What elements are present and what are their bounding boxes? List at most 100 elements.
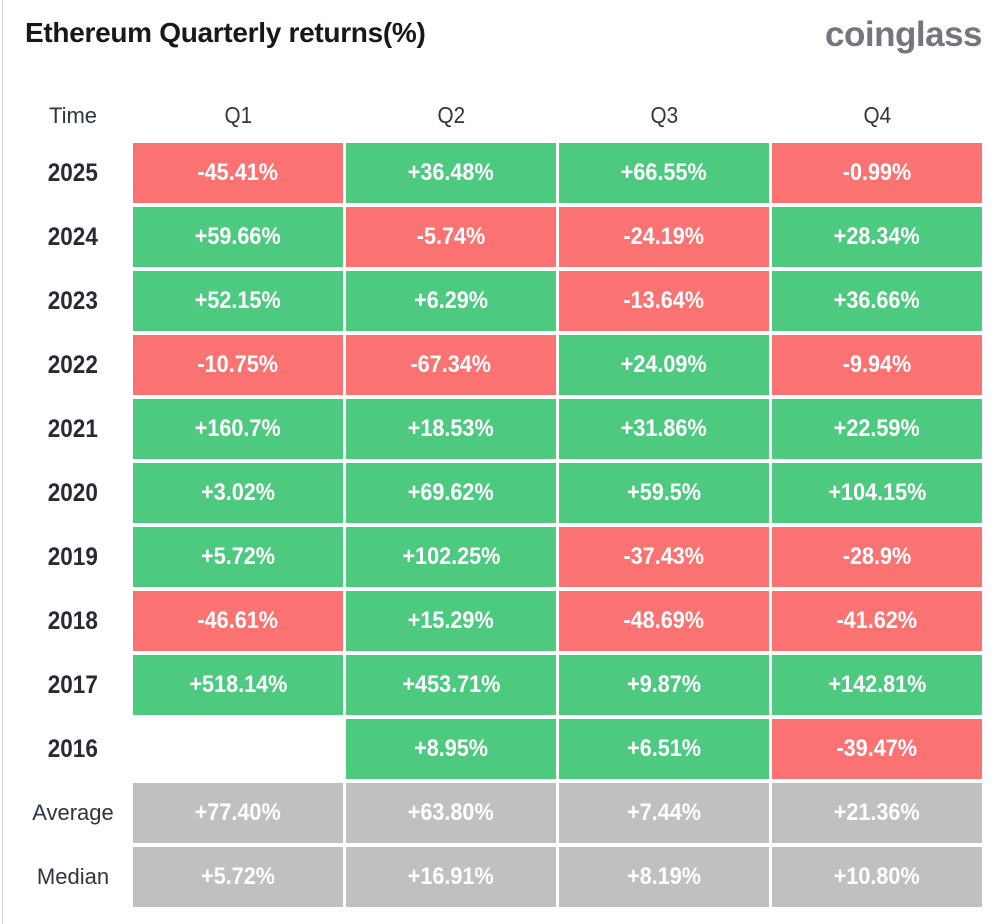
row-label-2019: 2019 — [16, 527, 130, 587]
cell-value: +36.48% — [408, 159, 494, 186]
cell-2023-q3: -13.64% — [559, 271, 769, 331]
row-label-text: 2018 — [47, 606, 99, 635]
cell-value: +24.09% — [621, 351, 707, 378]
coinglass-logo: coinglass — [825, 15, 982, 54]
cell-value: -24.19% — [623, 223, 705, 250]
cell-median-q1: +5.72% — [133, 847, 343, 907]
cell-2022-q3: +24.09% — [559, 335, 769, 395]
cell-2022-q1: -10.75% — [133, 335, 343, 395]
cell-2021-q1: +160.7% — [133, 399, 343, 459]
cell-2017-q3: +9.87% — [559, 655, 769, 715]
cell-2025-q4: -0.99% — [772, 143, 982, 203]
row-label-2021: 2021 — [16, 399, 130, 459]
col-header-q3: Q3 — [559, 92, 769, 139]
cell-2018-q3: -48.69% — [559, 591, 769, 651]
cell-2023-q1: +52.15% — [133, 271, 343, 331]
row-label-2018: 2018 — [16, 591, 130, 651]
row-label-text: 2017 — [47, 670, 99, 699]
cell-average-q1: +77.40% — [133, 783, 343, 843]
cell-value: +66.55% — [621, 159, 707, 186]
col-header-q2: Q2 — [346, 92, 556, 139]
row-label-text: 2016 — [47, 734, 99, 763]
row-label-median: Median — [16, 847, 130, 907]
cell-value: +453.71% — [402, 671, 500, 698]
cell-2020-q3: +59.5% — [559, 463, 769, 523]
cell-2018-q2: +15.29% — [346, 591, 556, 651]
cell-2021-q3: +31.86% — [559, 399, 769, 459]
cell-median-q2: +16.91% — [346, 847, 556, 907]
cell-value: +63.80% — [408, 799, 494, 826]
cell-value: -28.9% — [842, 543, 912, 570]
cell-value: -10.75% — [197, 351, 279, 378]
cell-value: -67.34% — [410, 351, 492, 378]
cell-value: +77.40% — [195, 799, 281, 826]
cell-2025-q2: +36.48% — [346, 143, 556, 203]
cell-value: -45.41% — [197, 159, 279, 186]
cell-2021-q2: +18.53% — [346, 399, 556, 459]
cell-2017-q2: +453.71% — [346, 655, 556, 715]
row-label-2024: 2024 — [16, 207, 130, 267]
cell-value: +16.91% — [408, 863, 494, 890]
cell-value: -41.62% — [836, 607, 918, 634]
cell-2020-q1: +3.02% — [133, 463, 343, 523]
cell-value: +31.86% — [621, 415, 707, 442]
cell-2025-q3: +66.55% — [559, 143, 769, 203]
cell-2023-q4: +36.66% — [772, 271, 982, 331]
cell-value: +22.59% — [834, 415, 920, 442]
cell-value: +6.51% — [627, 735, 701, 762]
cell-2018-q1: -46.61% — [133, 591, 343, 651]
cell-median-q3: +8.19% — [559, 847, 769, 907]
cell-average-q4: +21.36% — [772, 783, 982, 843]
cell-value: +10.80% — [834, 863, 920, 890]
row-label-2016: 2016 — [16, 719, 130, 779]
row-label-text: 2025 — [47, 158, 99, 187]
cell-value: -37.43% — [623, 543, 705, 570]
cell-value: -5.74% — [416, 223, 486, 250]
cell-2022-q2: -67.34% — [346, 335, 556, 395]
returns-table: Time Q1 Q2 Q3 Q4 2025 -45.41% +36.48% +66.55% -0.… — [16, 92, 982, 907]
left-edge-divider — [2, 0, 3, 924]
cell-2020-q4: +104.15% — [772, 463, 982, 523]
cell-2020-q2: +69.62% — [346, 463, 556, 523]
cell-value: +3.02% — [201, 479, 275, 506]
cell-value: +59.5% — [627, 479, 701, 506]
cell-value: +52.15% — [195, 287, 281, 314]
cell-value: -46.61% — [197, 607, 279, 634]
row-label-text: Median — [36, 864, 110, 889]
row-label-text: 2021 — [47, 414, 99, 443]
cell-value: +15.29% — [408, 607, 494, 634]
cell-value: +104.15% — [828, 479, 926, 506]
col-header-label: Q1 — [224, 102, 252, 128]
col-header-label: Q2 — [437, 102, 465, 128]
cell-value: +160.7% — [195, 415, 281, 442]
cell-value: -0.99% — [842, 159, 912, 186]
row-label-2020: 2020 — [16, 463, 130, 523]
cell-2024-q1: +59.66% — [133, 207, 343, 267]
col-header-q4: Q4 — [772, 92, 982, 139]
cell-2024-q3: -24.19% — [559, 207, 769, 267]
col-header-q1: Q1 — [133, 92, 343, 139]
cell-value: +9.87% — [627, 671, 701, 698]
cell-2019-q3: -37.43% — [559, 527, 769, 587]
cell-2016-q4: -39.47% — [772, 719, 982, 779]
cell-value: +142.81% — [828, 671, 926, 698]
widget-header: Ethereum Quarterly returns(%) coinglass — [0, 0, 1000, 76]
cell-value: +518.14% — [189, 671, 287, 698]
cell-2024-q2: -5.74% — [346, 207, 556, 267]
col-header-time: Time — [16, 92, 130, 139]
cell-2018-q4: -41.62% — [772, 591, 982, 651]
cell-2017-q4: +142.81% — [772, 655, 982, 715]
cell-value: +5.72% — [201, 863, 275, 890]
row-label-2022: 2022 — [16, 335, 130, 395]
cell-2022-q4: -9.94% — [772, 335, 982, 395]
cell-median-q4: +10.80% — [772, 847, 982, 907]
row-label-2017: 2017 — [16, 655, 130, 715]
cell-2019-q2: +102.25% — [346, 527, 556, 587]
cell-value: +102.25% — [402, 543, 500, 570]
cell-value: +8.95% — [414, 735, 488, 762]
page-title: Ethereum Quarterly returns(%) — [25, 17, 426, 48]
cell-average-q3: +7.44% — [559, 783, 769, 843]
cell-value: +8.19% — [627, 863, 701, 890]
cell-2024-q4: +28.34% — [772, 207, 982, 267]
